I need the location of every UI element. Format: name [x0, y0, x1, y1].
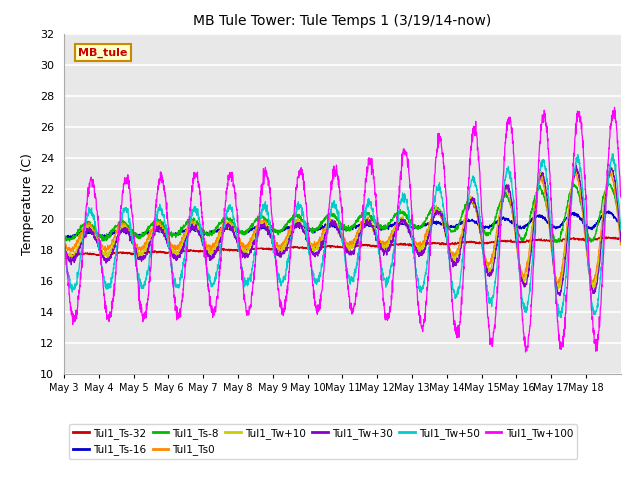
Legend: Tul1_Ts-32, Tul1_Ts-16, Tul1_Ts-8, Tul1_Ts0, Tul1_Tw+10, Tul1_Tw+30, Tul1_Tw+50,: Tul1_Ts-32, Tul1_Ts-16, Tul1_Ts-8, Tul1_…	[69, 424, 577, 459]
Title: MB Tule Tower: Tule Temps 1 (3/19/14-now): MB Tule Tower: Tule Temps 1 (3/19/14-now…	[193, 14, 492, 28]
Y-axis label: Temperature (C): Temperature (C)	[22, 153, 35, 255]
Text: MB_tule: MB_tule	[78, 48, 127, 58]
